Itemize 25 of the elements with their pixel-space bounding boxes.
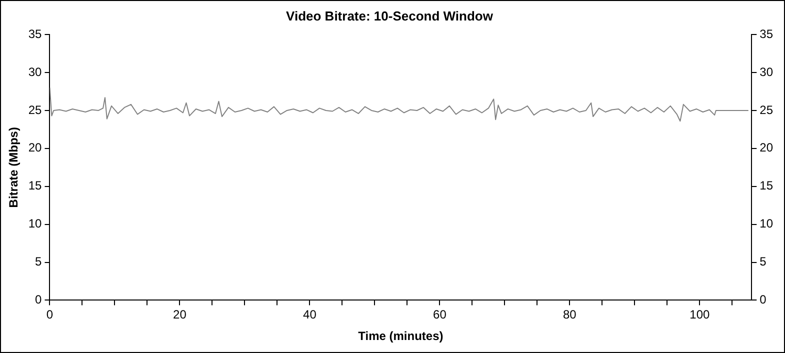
chart-title: Video Bitrate: 10-Second Window <box>286 8 494 24</box>
y2-tick-label: 15 <box>760 178 774 193</box>
x-tick-label: 20 <box>173 308 187 322</box>
y-tick-label: 35 <box>28 26 42 41</box>
x-tick-label: 0 <box>46 308 54 322</box>
x-axis-title: Time (minutes) <box>358 329 444 344</box>
y2-tick-label: 10 <box>760 216 774 231</box>
y-tick-label: 5 <box>35 254 42 269</box>
y-tick-label: 30 <box>28 64 42 79</box>
y2-tick-label: 25 <box>760 102 774 117</box>
y-tick-label: 25 <box>28 102 42 117</box>
y2-tick-label: 20 <box>760 140 774 155</box>
y-axis-title: Bitrate (Mbps) <box>6 127 21 208</box>
y-tick-label: 20 <box>28 140 42 155</box>
y2-tick-label: 30 <box>760 64 774 79</box>
y-tick-label: 10 <box>28 216 42 231</box>
y2-tick-label: 0 <box>760 292 767 307</box>
x-tick-label: 80 <box>562 308 577 322</box>
y2-tick-label: 35 <box>760 26 774 41</box>
y-tick-label: 15 <box>28 178 42 193</box>
y-tick-label: 0 <box>35 292 42 307</box>
x-tick-label: 100 <box>690 308 710 322</box>
x-tick-label: 40 <box>303 308 317 322</box>
y2-tick-label: 5 <box>760 254 767 269</box>
x-tick-label: 60 <box>433 308 447 322</box>
